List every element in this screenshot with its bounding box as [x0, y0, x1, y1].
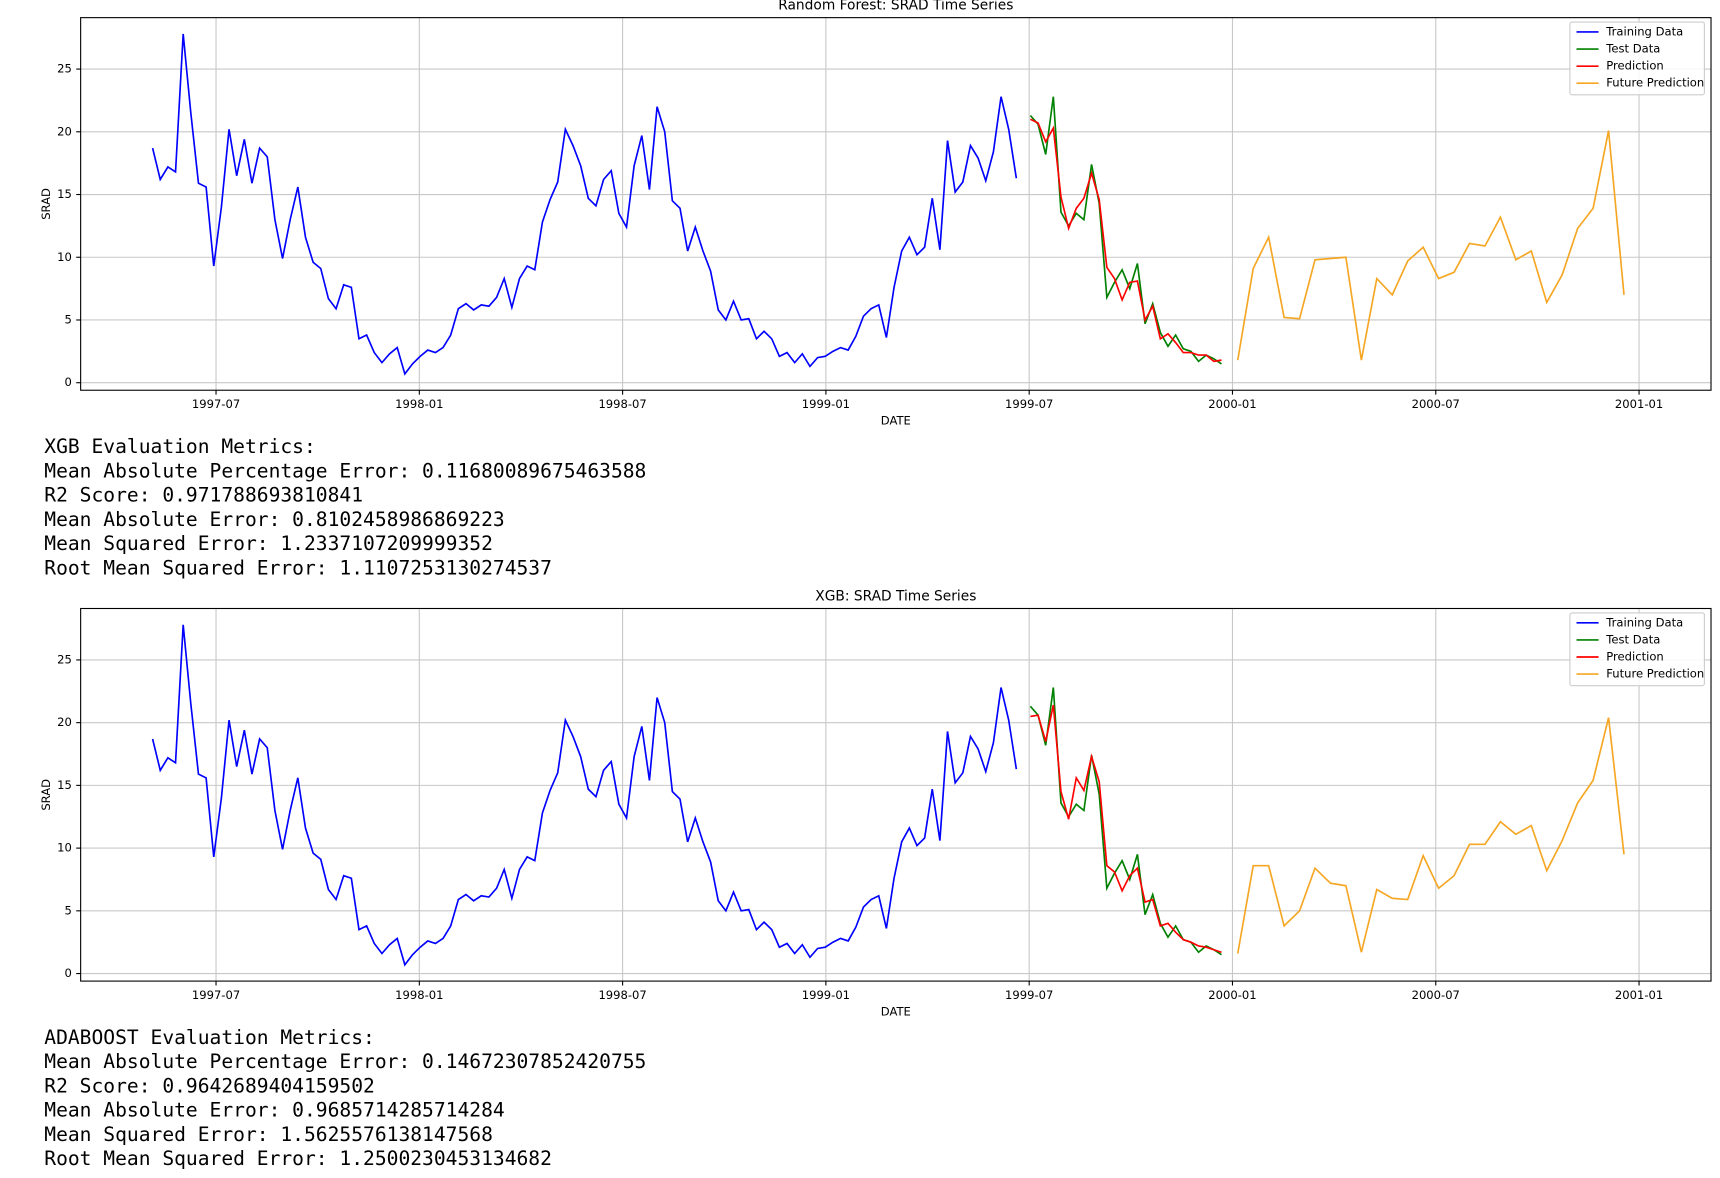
- metrics-line: Mean Absolute Error: 0.9685714285714284: [44, 1099, 504, 1122]
- series-line: [151, 33, 1018, 376]
- metrics-heading: ADABOOST Evaluation Metrics:: [44, 1026, 375, 1049]
- y-tick-label: 20: [57, 715, 72, 729]
- y-axis-label: SRAD: [39, 188, 53, 220]
- metrics-line: Root Mean Squared Error: 1.2500230453134…: [44, 1147, 552, 1170]
- series-line: [151, 624, 1018, 967]
- y-tick-label: 15: [57, 778, 72, 792]
- legend-label: Test Data: [1605, 42, 1660, 56]
- x-axis-label: DATE: [881, 1004, 911, 1018]
- x-axis-label: DATE: [881, 414, 911, 428]
- legend-label: Training Data: [1605, 615, 1683, 629]
- y-tick-label: 25: [57, 62, 72, 76]
- plot-frame: [80, 17, 1712, 391]
- legend-label: Prediction: [1606, 59, 1663, 73]
- x-tick-label: 1998-01: [395, 397, 443, 411]
- metrics-line: Mean Absolute Percentage Error: 0.116800…: [44, 459, 646, 482]
- x-tick-label: 2000-07: [1412, 988, 1460, 1002]
- series-line: [1236, 717, 1625, 954]
- legend-label: Future Prediction: [1606, 76, 1704, 90]
- metrics-line: Mean Absolute Error: 0.8102458986869223: [44, 508, 504, 531]
- y-tick-label: 5: [64, 903, 71, 917]
- x-tick-label: 1997-07: [192, 397, 240, 411]
- y-axis-label: SRAD: [39, 779, 53, 811]
- x-tick-label: 1997-07: [192, 988, 240, 1002]
- x-tick-label: 2000-01: [1208, 397, 1256, 411]
- x-tick-label: 2000-01: [1208, 988, 1256, 1002]
- x-tick-label: 2000-07: [1412, 397, 1460, 411]
- y-tick-label: 5: [64, 312, 71, 326]
- legend-box: [1569, 21, 1705, 96]
- plot-frame: [80, 607, 1712, 982]
- legend-box: [1569, 612, 1705, 687]
- x-tick-label: 1998-07: [598, 397, 646, 411]
- y-tick-label: 15: [57, 187, 72, 201]
- series-line: [1030, 118, 1222, 363]
- x-tick-label: 2001-01: [1615, 988, 1663, 1002]
- metrics-line: R2 Score: 0.971788693810841: [44, 484, 363, 507]
- y-tick-label: 10: [57, 841, 72, 855]
- metrics-line: Root Mean Squared Error: 1.1107253130274…: [44, 556, 552, 579]
- series-line: [1029, 687, 1222, 956]
- chart-title: XGB: SRAD Time Series: [815, 588, 976, 604]
- y-tick-label: 20: [57, 124, 72, 138]
- x-tick-label: 1998-01: [395, 988, 443, 1002]
- y-tick-label: 10: [57, 250, 72, 264]
- metrics-line: Mean Absolute Percentage Error: 0.146723…: [44, 1050, 646, 1073]
- metrics-line: Mean Squared Error: 1.5625576138147568: [44, 1123, 493, 1146]
- x-tick-label: 1998-07: [598, 988, 646, 1002]
- metrics-line: Mean Squared Error: 1.2337107209999352: [44, 532, 493, 555]
- x-tick-label: 1999-07: [1005, 988, 1053, 1002]
- x-tick-label: 2001-01: [1615, 397, 1663, 411]
- metrics-heading: XGB Evaluation Metrics:: [44, 435, 316, 458]
- x-tick-label: 1999-01: [802, 397, 850, 411]
- x-tick-label: 1999-01: [802, 988, 850, 1002]
- legend-label: Prediction: [1606, 649, 1663, 663]
- series-line: [1030, 704, 1222, 954]
- y-tick-label: 0: [64, 375, 71, 389]
- legend-label: Training Data: [1605, 24, 1683, 38]
- y-tick-label: 25: [57, 652, 72, 666]
- x-tick-label: 1999-07: [1005, 397, 1053, 411]
- series-line: [1236, 130, 1625, 361]
- y-tick-label: 0: [64, 966, 71, 980]
- chart-title: Random Forest: SRAD Time Series: [778, 0, 1013, 14]
- metrics-line: R2 Score: 0.9642689404159502: [44, 1074, 375, 1097]
- legend-label: Future Prediction: [1606, 667, 1704, 681]
- legend-label: Test Data: [1605, 632, 1660, 646]
- series-line: [1029, 96, 1222, 365]
